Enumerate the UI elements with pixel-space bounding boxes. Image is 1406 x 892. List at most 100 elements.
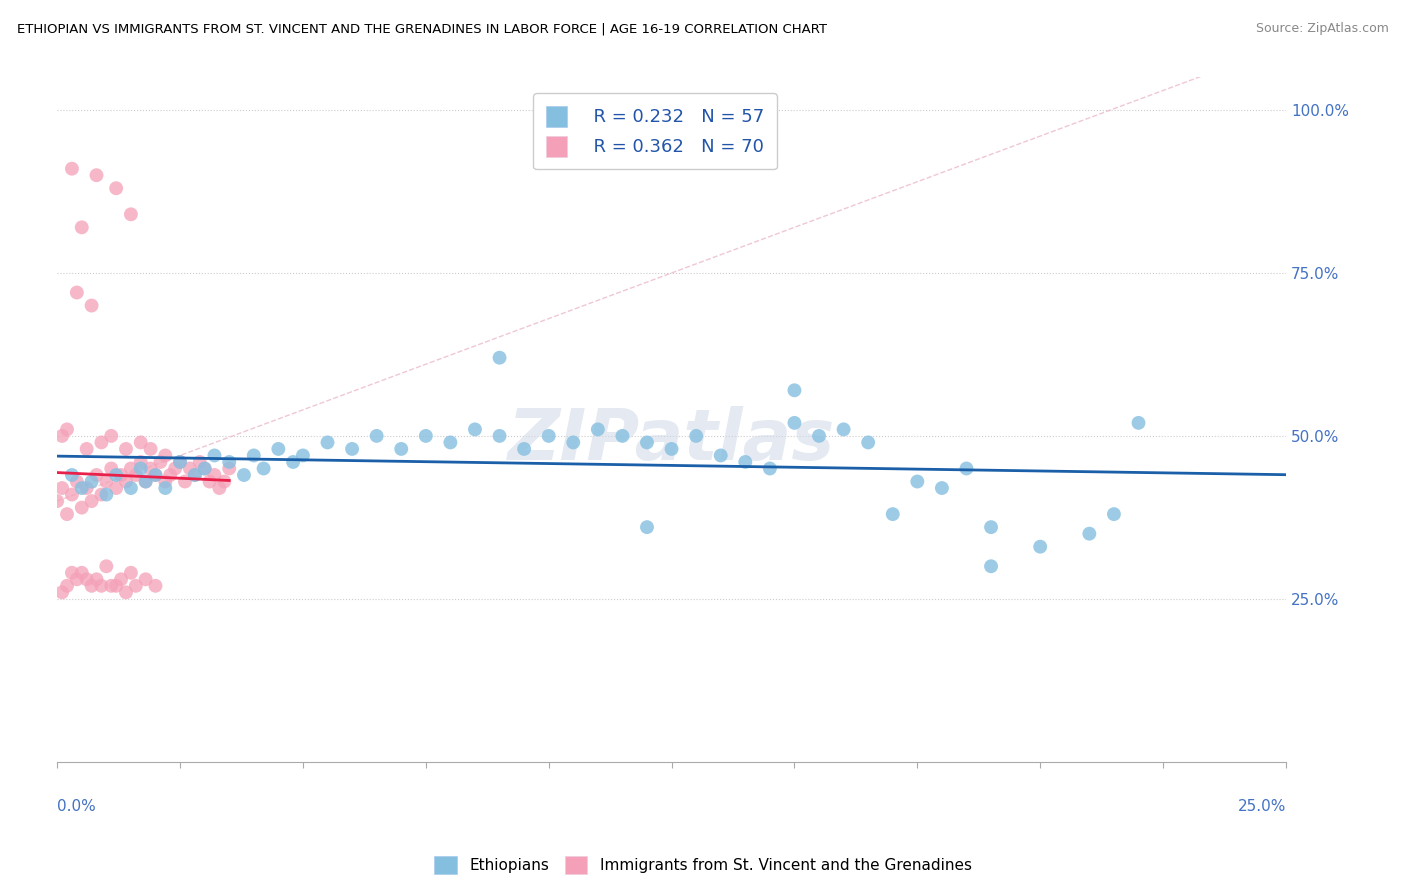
Point: [389, 442, 412, 456]
Point: [56, 422, 79, 436]
Point: [636, 520, 658, 534]
Point: [120, 207, 142, 221]
Point: [980, 559, 1002, 574]
Point: [194, 461, 217, 475]
Point: [70, 481, 93, 495]
Point: [70, 500, 93, 515]
Point: [110, 468, 132, 483]
Point: [1078, 526, 1101, 541]
Point: [80, 299, 103, 313]
Point: [174, 475, 197, 489]
Point: [661, 442, 683, 456]
Point: [188, 455, 211, 469]
Point: [1128, 416, 1150, 430]
Point: [488, 351, 510, 365]
Point: [70, 566, 93, 580]
Point: [537, 429, 560, 443]
Point: [208, 481, 231, 495]
Point: [783, 416, 806, 430]
Point: [129, 435, 152, 450]
Point: [66, 572, 89, 586]
Point: [125, 579, 148, 593]
Point: [96, 487, 118, 501]
Text: Source: ZipAtlas.com: Source: ZipAtlas.com: [1256, 22, 1389, 36]
Point: [832, 422, 855, 436]
Point: [734, 455, 756, 469]
Point: [184, 468, 207, 483]
Point: [80, 579, 103, 593]
Point: [115, 475, 138, 489]
Point: [66, 285, 89, 300]
Point: [316, 435, 339, 450]
Point: [76, 572, 98, 586]
Point: [856, 435, 879, 450]
Point: [80, 494, 103, 508]
Point: [90, 435, 112, 450]
Point: [179, 461, 201, 475]
Point: [685, 429, 707, 443]
Point: [243, 449, 266, 463]
Point: [105, 468, 128, 483]
Point: [612, 429, 634, 443]
Point: [80, 475, 103, 489]
Point: [636, 435, 658, 450]
Point: [955, 461, 977, 475]
Point: [783, 384, 806, 398]
Point: [105, 579, 128, 593]
Point: [115, 585, 138, 599]
Point: [267, 442, 290, 456]
Point: [86, 468, 108, 483]
Point: [1029, 540, 1052, 554]
Point: [76, 442, 98, 456]
Text: 25.0%: 25.0%: [1237, 799, 1286, 814]
Point: [145, 579, 167, 593]
Point: [439, 435, 461, 450]
Point: [159, 468, 181, 483]
Point: [931, 481, 953, 495]
Point: [155, 475, 177, 489]
Point: [66, 475, 89, 489]
Point: [218, 455, 240, 469]
Point: [165, 461, 187, 475]
Point: [155, 481, 177, 495]
Point: [214, 475, 236, 489]
Point: [252, 461, 274, 475]
Point: [281, 455, 304, 469]
Point: [759, 461, 782, 475]
Point: [218, 461, 240, 475]
Point: [70, 220, 93, 235]
Text: ZIPatlas: ZIPatlas: [508, 406, 835, 475]
Point: [562, 435, 585, 450]
Point: [710, 449, 733, 463]
Legend:   R = 0.232   N = 57,   R = 0.362   N = 70: R = 0.232 N = 57, R = 0.362 N = 70: [533, 94, 776, 169]
Point: [145, 468, 167, 483]
Point: [56, 507, 79, 521]
Point: [169, 455, 191, 469]
Point: [198, 475, 221, 489]
Point: [120, 566, 142, 580]
Point: [120, 481, 142, 495]
Point: [125, 468, 148, 483]
Point: [90, 579, 112, 593]
Point: [808, 429, 831, 443]
Point: [60, 487, 83, 501]
Point: [340, 442, 363, 456]
Point: [155, 449, 177, 463]
Point: [129, 461, 152, 475]
Point: [100, 461, 122, 475]
Point: [60, 468, 83, 483]
Point: [46, 494, 69, 508]
Point: [90, 487, 112, 501]
Point: [100, 429, 122, 443]
Point: [233, 468, 256, 483]
Point: [488, 429, 510, 443]
Point: [905, 475, 928, 489]
Point: [135, 572, 157, 586]
Point: [51, 585, 73, 599]
Point: [291, 449, 314, 463]
Point: [96, 475, 118, 489]
Point: [204, 449, 226, 463]
Point: [135, 475, 157, 489]
Point: [184, 468, 207, 483]
Point: [464, 422, 486, 436]
